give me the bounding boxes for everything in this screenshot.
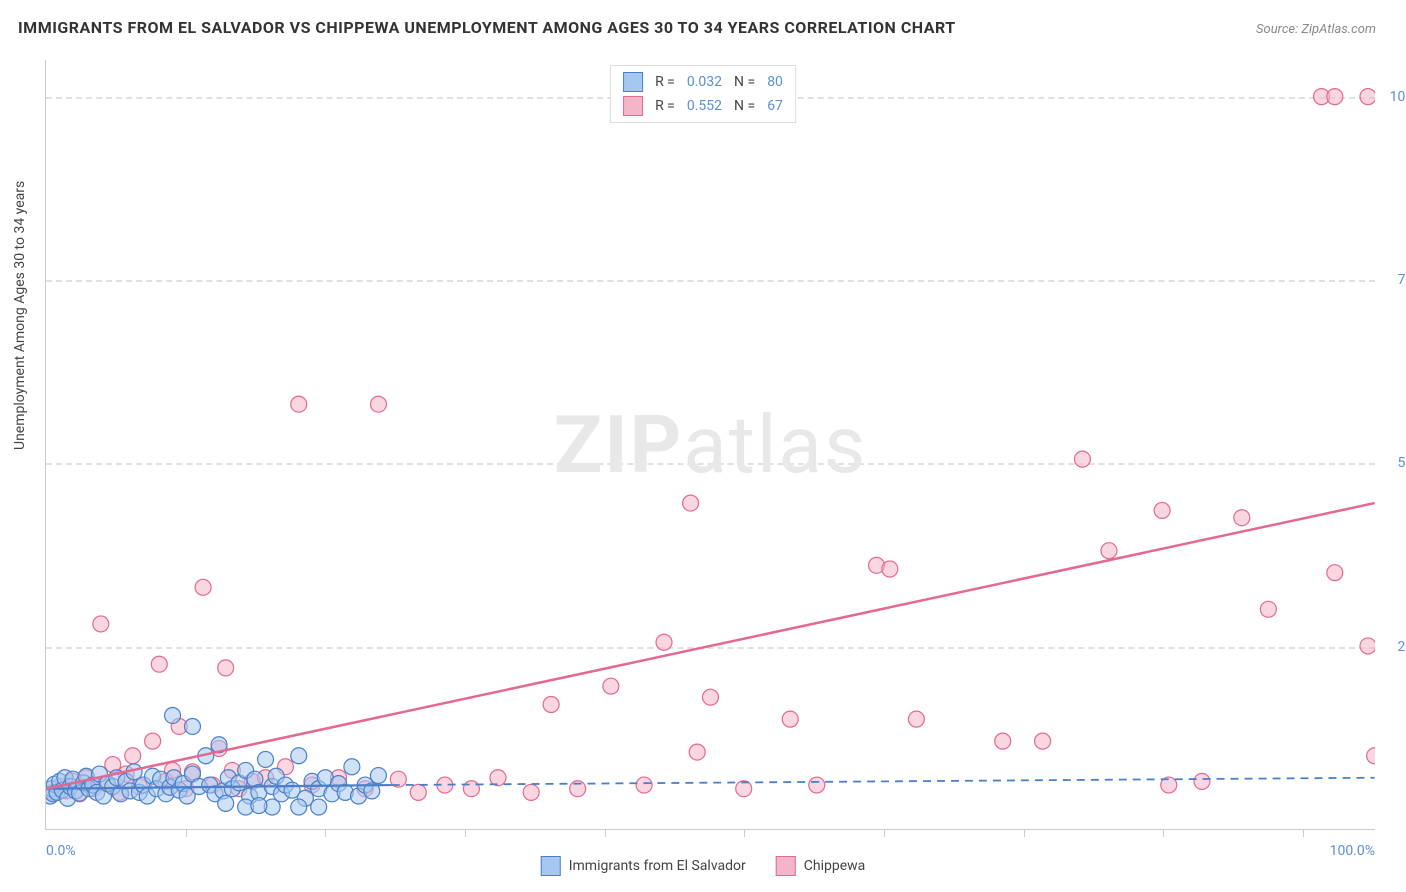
x-tick-label-min: 0.0%: [46, 843, 76, 859]
data-point: [370, 396, 386, 412]
swatch-series-2: [623, 96, 643, 116]
data-point: [291, 396, 307, 412]
n-label-1: N =: [734, 74, 755, 90]
data-point: [543, 697, 559, 713]
scatter-svg: [46, 60, 1375, 829]
r-value-2: 0.552: [687, 98, 722, 114]
legend-item-2: Chippewa: [776, 856, 866, 876]
x-tick: [186, 829, 187, 837]
data-point: [291, 799, 307, 815]
x-tick-label-max: 100.0%: [1330, 843, 1375, 859]
trend-line: [46, 503, 1374, 789]
n-value-1: 80: [767, 74, 783, 90]
data-point: [151, 656, 167, 672]
y-tick-label: 50.0%: [1397, 455, 1406, 471]
data-point: [195, 579, 211, 595]
data-point: [93, 616, 109, 632]
swatch-bottom-2: [776, 856, 796, 876]
y-axis-label: Unemployment Among Ages 30 to 34 years: [12, 181, 28, 450]
x-tick: [325, 829, 326, 837]
data-point: [689, 744, 705, 760]
data-point: [523, 784, 539, 800]
data-point: [258, 751, 274, 767]
data-point: [125, 748, 141, 764]
data-point: [145, 733, 161, 749]
chart-title: IMMIGRANTS FROM EL SALVADOR VS CHIPPEWA …: [18, 18, 956, 37]
x-tick: [744, 829, 745, 837]
chart-container: IMMIGRANTS FROM EL SALVADOR VS CHIPPEWA …: [0, 0, 1406, 892]
data-point: [703, 689, 719, 705]
legend-row-2: R = 0.552 N = 67: [623, 94, 783, 118]
swatch-series-1: [623, 72, 643, 92]
series-name-1: Immigrants from El Salvador: [569, 858, 746, 874]
data-point: [882, 561, 898, 577]
data-point: [1154, 502, 1170, 518]
source-label: Source: ZipAtlas.com: [1256, 22, 1376, 37]
data-point: [291, 748, 307, 764]
plot-area: ZIPatlas 25.0%50.0%75.0%100.0%0.0%100.0%: [45, 60, 1375, 830]
data-point: [184, 718, 200, 734]
data-point: [1260, 601, 1276, 617]
series-name-2: Chippewa: [804, 858, 866, 874]
x-tick: [1024, 829, 1025, 837]
data-point: [1360, 638, 1375, 654]
data-point: [1194, 773, 1210, 789]
data-point: [251, 798, 267, 814]
data-point: [463, 781, 479, 797]
x-tick: [1163, 829, 1164, 837]
data-point: [1327, 565, 1343, 581]
r-value-1: 0.032: [687, 74, 722, 90]
x-tick: [605, 829, 606, 837]
data-point: [1074, 451, 1090, 467]
n-value-2: 67: [767, 98, 783, 114]
data-point: [311, 799, 327, 815]
data-point: [683, 495, 699, 511]
y-tick-label: 25.0%: [1397, 639, 1406, 655]
legend-stats: R = 0.032 N = 80 R = 0.552 N = 67: [610, 65, 796, 123]
legend-row-1: R = 0.032 N = 80: [623, 70, 783, 94]
data-point: [218, 660, 234, 676]
data-point: [908, 711, 924, 727]
x-tick: [465, 829, 466, 837]
swatch-bottom-1: [541, 856, 561, 876]
n-label-2: N =: [734, 98, 755, 114]
data-point: [344, 759, 360, 775]
data-point: [1360, 89, 1375, 105]
r-label-1: R =: [655, 74, 675, 90]
legend-series: Immigrants from El Salvador Chippewa: [541, 856, 866, 876]
data-point: [656, 634, 672, 650]
data-point: [165, 707, 181, 723]
y-tick-label: 75.0%: [1397, 272, 1406, 288]
r-label-2: R =: [655, 98, 675, 114]
data-point: [370, 768, 386, 784]
data-point: [410, 784, 426, 800]
data-point: [1035, 733, 1051, 749]
data-point: [782, 711, 798, 727]
data-point: [1327, 89, 1343, 105]
data-point: [995, 733, 1011, 749]
data-point: [218, 795, 234, 811]
data-point: [1234, 510, 1250, 526]
trend-line: [392, 778, 1375, 785]
data-point: [603, 678, 619, 694]
data-point: [636, 777, 652, 793]
x-tick: [1303, 829, 1304, 837]
data-point: [809, 777, 825, 793]
legend-item-1: Immigrants from El Salvador: [541, 856, 746, 876]
data-point: [1101, 543, 1117, 559]
data-point: [1367, 748, 1375, 764]
x-tick: [884, 829, 885, 837]
y-tick-label: 100.0%: [1390, 89, 1406, 105]
